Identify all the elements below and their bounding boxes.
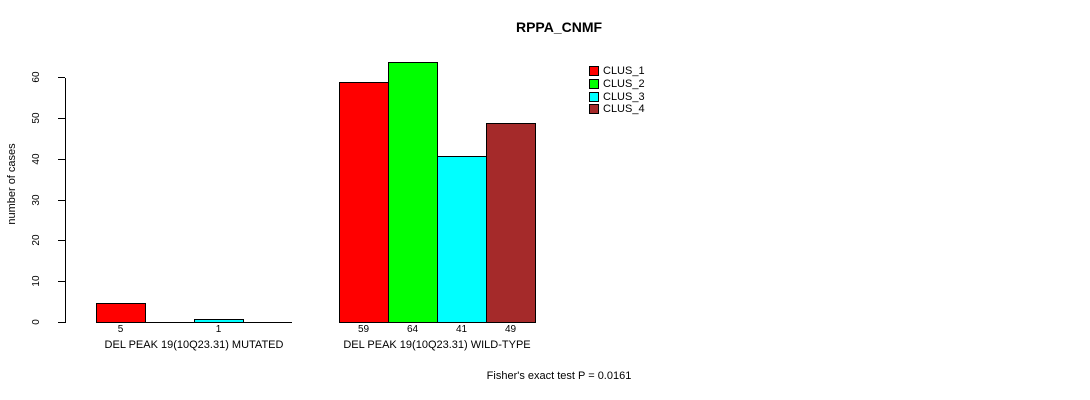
bar-clus_1 <box>339 82 389 323</box>
legend-label-clus_1: CLUS_1 <box>603 65 645 77</box>
y-tick <box>58 200 65 201</box>
bar-clus_1 <box>96 303 146 323</box>
y-tick <box>58 322 65 323</box>
group-label: DEL PEAK 19(10Q23.31) MUTATED <box>104 339 284 351</box>
legend-swatch-clus_1 <box>589 66 599 76</box>
legend-label-clus_3: CLUS_3 <box>603 91 645 103</box>
bar-clus_4 <box>486 123 536 323</box>
y-tick-label: 30 <box>31 194 42 206</box>
group-label: DEL PEAK 19(10Q23.31) WILD-TYPE <box>343 339 531 351</box>
bar-value-label: 41 <box>455 324 468 335</box>
y-axis-line <box>65 78 66 323</box>
legend-label-clus_2: CLUS_2 <box>603 78 645 90</box>
legend-swatch-clus_4 <box>589 104 599 114</box>
y-tick <box>58 240 65 241</box>
legend-swatch-clus_2 <box>589 79 599 89</box>
legend-swatch-clus_3 <box>589 92 599 102</box>
fisher-exact-test-annotation: Fisher's exact test P = 0.0161 <box>486 370 632 382</box>
bar-clus_2 <box>388 62 438 323</box>
y-axis-label: number of cases <box>6 143 18 225</box>
y-tick-label: 50 <box>31 112 42 124</box>
bar-value-label: 59 <box>357 324 370 335</box>
bar-clus_3 <box>194 319 244 323</box>
bar-clus_3 <box>437 156 487 323</box>
bar-value-label: 49 <box>504 324 517 335</box>
y-tick-label: 60 <box>31 71 42 83</box>
y-tick-label: 20 <box>31 234 42 246</box>
bar-value-label: 5 <box>117 324 124 335</box>
bar-value-label: 1 <box>215 324 222 335</box>
y-tick-label: 10 <box>31 275 42 287</box>
y-tick-label: 0 <box>31 319 42 325</box>
y-tick <box>58 281 65 282</box>
y-tick <box>58 159 65 160</box>
y-tick-label: 40 <box>31 153 42 165</box>
chart-title: RPPA_CNMF <box>515 19 603 35</box>
bar-value-label: 64 <box>406 324 419 335</box>
legend-label-clus_4: CLUS_4 <box>603 103 645 115</box>
y-tick <box>58 77 65 78</box>
y-tick <box>58 118 65 119</box>
